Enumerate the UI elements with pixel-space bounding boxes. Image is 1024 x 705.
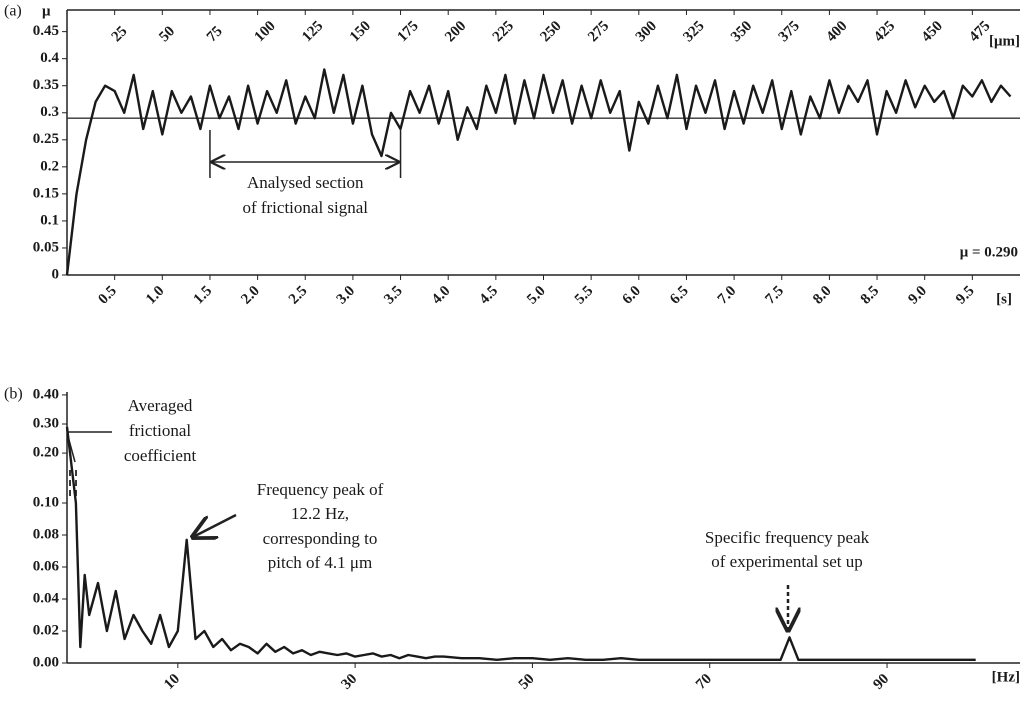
x-tick-label: 50 bbox=[516, 671, 538, 693]
span-label: Analysed section bbox=[247, 173, 364, 192]
reference-label: μ = 0.290 bbox=[960, 244, 1018, 260]
x2-tick-label: 350 bbox=[728, 18, 755, 45]
x-tick-label: 7.5 bbox=[762, 283, 787, 308]
x-tick-label: 90 bbox=[870, 671, 892, 693]
x-tick-label: 6.5 bbox=[667, 283, 692, 308]
x-tick-label: 10 bbox=[161, 671, 183, 693]
y-tick-label: 0.1 bbox=[40, 212, 59, 228]
y-axis-label: μ bbox=[42, 3, 51, 19]
annotation-arrow bbox=[193, 513, 237, 537]
y-tick-label: 0.35 bbox=[33, 77, 59, 93]
x-tick-label: 4.5 bbox=[477, 283, 502, 308]
y-tick-label: 0.3 bbox=[40, 104, 59, 120]
x2-tick-label: 25 bbox=[109, 23, 131, 45]
x2-tick-label: 225 bbox=[490, 18, 517, 45]
x2-tick-label: 425 bbox=[871, 18, 898, 45]
data-line bbox=[65, 68, 1012, 276]
annotation-text: 12.2 Hz, bbox=[291, 504, 349, 523]
annotation-text: frictional bbox=[129, 421, 192, 440]
y-tick-label: 0.06 bbox=[33, 558, 60, 574]
x-tick-label: 7.0 bbox=[715, 283, 740, 308]
annotation-text: pitch of 4.1 μm bbox=[268, 553, 373, 572]
x-tick-label: 8.5 bbox=[858, 283, 883, 308]
annotation-text: Specific frequency peak bbox=[705, 528, 870, 547]
data-line bbox=[65, 426, 976, 661]
annotation-text: of experimental set up bbox=[711, 552, 863, 571]
x2-tick-label: 125 bbox=[299, 18, 326, 45]
y-tick-label: 0.20 bbox=[33, 445, 59, 461]
x2-tick-label: 400 bbox=[823, 18, 850, 45]
annotation: Averaged frictional coefficient bbox=[67, 396, 196, 500]
y-tick-label: 0.00 bbox=[33, 654, 59, 670]
x2-tick-label: 175 bbox=[394, 18, 421, 45]
y-tick-label: 0.02 bbox=[33, 622, 59, 638]
x-tick-label: 6.0 bbox=[619, 283, 644, 308]
y-tick-label: 0.2 bbox=[40, 158, 59, 174]
x-tick-label: 70 bbox=[693, 671, 715, 693]
x-tick-label: 5.5 bbox=[572, 283, 597, 308]
x-tick-label: 8.0 bbox=[810, 283, 835, 308]
y-tick-label: 0.40 bbox=[33, 386, 59, 402]
panel-label: (a) bbox=[4, 3, 22, 20]
y-tick-label: 0.15 bbox=[33, 185, 59, 201]
x-axis-label: [Hz] bbox=[992, 669, 1020, 685]
x-tick-label: 1.5 bbox=[191, 283, 216, 308]
x2-tick-label: 325 bbox=[680, 18, 707, 45]
x2-tick-label: 375 bbox=[776, 18, 803, 45]
annotation-text: Averaged bbox=[128, 396, 193, 415]
x-tick-label: 3.0 bbox=[334, 283, 359, 308]
annotation: Frequency peak of 12.2 Hz, corresponding… bbox=[193, 480, 384, 572]
x2-tick-label: 50 bbox=[156, 23, 178, 45]
panel-label: (b) bbox=[4, 386, 23, 403]
y-tick-label: 0.08 bbox=[33, 526, 59, 542]
x2-tick-label: 250 bbox=[537, 18, 564, 45]
annotation-text: corresponding to bbox=[263, 529, 378, 548]
span-label: of frictional signal bbox=[242, 198, 368, 217]
x-tick-label: 2.0 bbox=[238, 283, 263, 308]
x2-tick-label: 75 bbox=[204, 23, 226, 45]
x-tick-label: 3.5 bbox=[381, 283, 406, 308]
annotation-text: coefficient bbox=[124, 446, 197, 465]
x-tick-label: 4.0 bbox=[429, 283, 454, 308]
x-tick-label: 30 bbox=[338, 671, 360, 693]
x-tick-label: 5.0 bbox=[524, 283, 549, 308]
x2-tick-label: 450 bbox=[919, 18, 946, 45]
y-tick-label: 0.04 bbox=[33, 590, 60, 606]
x2-tick-label: 275 bbox=[585, 18, 612, 45]
y-tick-label: 0.05 bbox=[33, 239, 59, 255]
annotation: Specific frequency peak of experimental … bbox=[705, 528, 870, 630]
x-axis-label: [s] bbox=[996, 291, 1012, 307]
x-tick-label: 0.5 bbox=[95, 283, 120, 308]
x2-tick-label: 150 bbox=[347, 18, 374, 45]
y-tick-label: 0.4 bbox=[40, 50, 59, 66]
y-tick-label: 0.25 bbox=[33, 131, 59, 147]
y-tick-label: 0.10 bbox=[33, 494, 59, 510]
annotation-text: Frequency peak of bbox=[257, 480, 384, 499]
x-tick-label: 9.5 bbox=[953, 283, 978, 308]
y-tick-label: 0.45 bbox=[33, 23, 59, 39]
y-tick-label: 0.30 bbox=[33, 415, 59, 431]
x2-tick-label: 200 bbox=[442, 18, 469, 45]
x-tick-label: 9.0 bbox=[905, 283, 930, 308]
x2-tick-label: 100 bbox=[252, 18, 279, 45]
x2-tick-label: 300 bbox=[633, 18, 660, 45]
x-tick-label: 1.0 bbox=[143, 283, 168, 308]
x2-axis-label: [μm] bbox=[989, 33, 1020, 49]
x-tick-label: 2.5 bbox=[286, 283, 311, 308]
y-tick-label: 0 bbox=[52, 266, 60, 282]
